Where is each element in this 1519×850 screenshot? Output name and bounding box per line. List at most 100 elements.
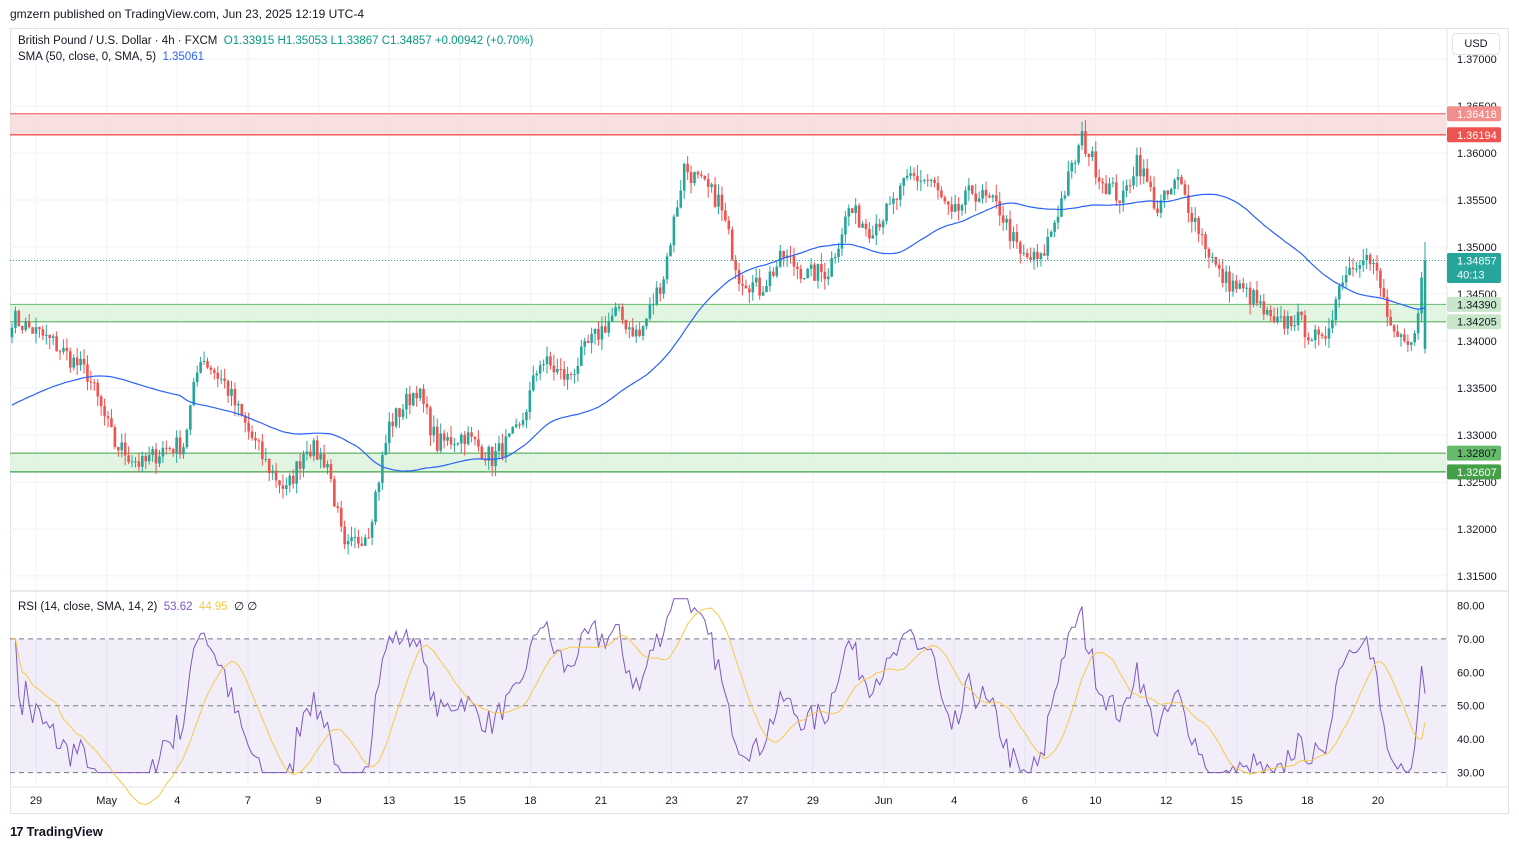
main-legend[interactable]: British Pound / U.S. Dollar · 4h · FXCM … xyxy=(18,35,533,47)
candle-body xyxy=(885,203,888,222)
currency-button[interactable]: USD xyxy=(1452,33,1500,55)
zone-label-3-bg xyxy=(1447,296,1501,312)
candle-body xyxy=(556,369,559,373)
time-tick-label: 23 xyxy=(666,795,678,807)
candle-body xyxy=(329,464,333,480)
time-tick-label: May xyxy=(96,795,117,807)
grid-lines xyxy=(10,29,1446,786)
zone-label-1-bg xyxy=(1447,106,1501,122)
price-tick-label: 1.35000 xyxy=(1457,242,1497,254)
candle-body xyxy=(1156,208,1159,213)
candle-body xyxy=(1214,257,1218,265)
candle-body xyxy=(103,406,106,417)
candle-body xyxy=(62,347,65,352)
rsi-tick-label: 70.00 xyxy=(1457,634,1485,646)
candle-body xyxy=(610,315,614,322)
candle-body xyxy=(1375,262,1379,271)
candle-body xyxy=(655,287,659,305)
candle-body xyxy=(576,366,580,374)
candle-body xyxy=(1413,333,1417,343)
candle-body xyxy=(1005,218,1008,223)
candle-body xyxy=(209,367,213,370)
candle-body xyxy=(799,268,803,279)
support-zone-upper xyxy=(10,304,1446,322)
candle-body xyxy=(288,475,292,486)
rsi-background-band xyxy=(10,638,1446,773)
time-tick-label: 9 xyxy=(315,795,321,807)
candle-body xyxy=(154,449,158,464)
candle-body xyxy=(51,336,55,338)
candle-body xyxy=(178,437,182,455)
candle-body xyxy=(405,393,408,410)
time-tick-label: 18 xyxy=(524,795,536,807)
candle-body xyxy=(1262,301,1266,315)
candle-body xyxy=(1022,252,1026,254)
zone-label-5: 1.32807 xyxy=(1457,448,1497,460)
sma-legend[interactable]: SMA (50, close, 0, SMA, 5) 1.35061 xyxy=(18,51,204,63)
time-tick-label: 27 xyxy=(736,795,748,807)
time-tick-label: 21 xyxy=(595,795,607,807)
candle-body xyxy=(1132,176,1135,186)
countdown-label: 40:13 xyxy=(1457,269,1485,281)
candle-body xyxy=(813,264,816,281)
candle-body xyxy=(1108,183,1111,195)
zone-label-6: 1.32607 xyxy=(1457,467,1497,479)
candle-body xyxy=(1193,218,1197,222)
candle-body xyxy=(916,175,919,182)
rsi-legend[interactable]: RSI (14, close, SMA, 14, 2) 53.62 44.95 … xyxy=(18,599,257,613)
candle-body xyxy=(569,373,573,375)
candle-body xyxy=(55,336,58,352)
candle-body xyxy=(984,189,988,196)
candle-body xyxy=(123,442,127,456)
candle-body xyxy=(1252,290,1255,305)
time-tick-label: 6 xyxy=(1022,795,1028,807)
candle-body xyxy=(1420,277,1423,314)
candle-body xyxy=(1012,232,1015,242)
candle-body xyxy=(1272,316,1276,323)
candle-body xyxy=(912,173,916,176)
candle-body xyxy=(888,203,892,205)
candle-body xyxy=(1276,316,1279,323)
price-tick-label: 1.33000 xyxy=(1457,430,1497,442)
time-tick-label: 13 xyxy=(383,795,395,807)
candle-body xyxy=(1067,171,1070,196)
candle-body xyxy=(665,256,669,280)
candle-body xyxy=(1149,181,1152,188)
candle-body xyxy=(737,270,741,284)
candle-body xyxy=(20,326,24,330)
candle-body xyxy=(1269,309,1272,317)
candle-body xyxy=(175,437,178,454)
candle-body xyxy=(504,436,508,458)
candle-body xyxy=(871,235,875,239)
candle-body xyxy=(422,388,425,404)
price-tick-label: 1.31500 xyxy=(1457,571,1497,583)
candle-body xyxy=(617,306,621,308)
candle-body xyxy=(1036,251,1039,260)
candle-body xyxy=(1070,162,1074,172)
candle-body xyxy=(1200,233,1204,235)
candle-body xyxy=(1337,285,1341,300)
tv-logo-icon: 17 xyxy=(10,824,24,839)
candle-body xyxy=(816,264,820,281)
candle-body xyxy=(1248,287,1252,305)
tradingview-logo[interactable]: 17 TradingView xyxy=(10,824,103,839)
candle-body xyxy=(1063,195,1067,199)
candle-body xyxy=(271,470,274,473)
candle-body xyxy=(1348,267,1351,275)
candle-body xyxy=(1358,265,1362,269)
candle-body xyxy=(69,351,72,368)
candle-body xyxy=(669,245,672,257)
candle-body xyxy=(168,448,172,450)
time-tick-label: 7 xyxy=(245,795,251,807)
candle-body xyxy=(237,403,240,406)
candle-body xyxy=(717,194,720,207)
rsi-tick-label: 40.00 xyxy=(1457,734,1485,746)
candle-body xyxy=(86,364,89,382)
price-tick-label: 1.32000 xyxy=(1457,524,1497,536)
rsi-lines xyxy=(12,598,1426,806)
axes: 1.370001.365001.360001.355001.350001.345… xyxy=(10,29,1508,807)
candle-body xyxy=(27,321,31,328)
candle-body xyxy=(189,405,192,430)
candle-body xyxy=(748,288,751,293)
